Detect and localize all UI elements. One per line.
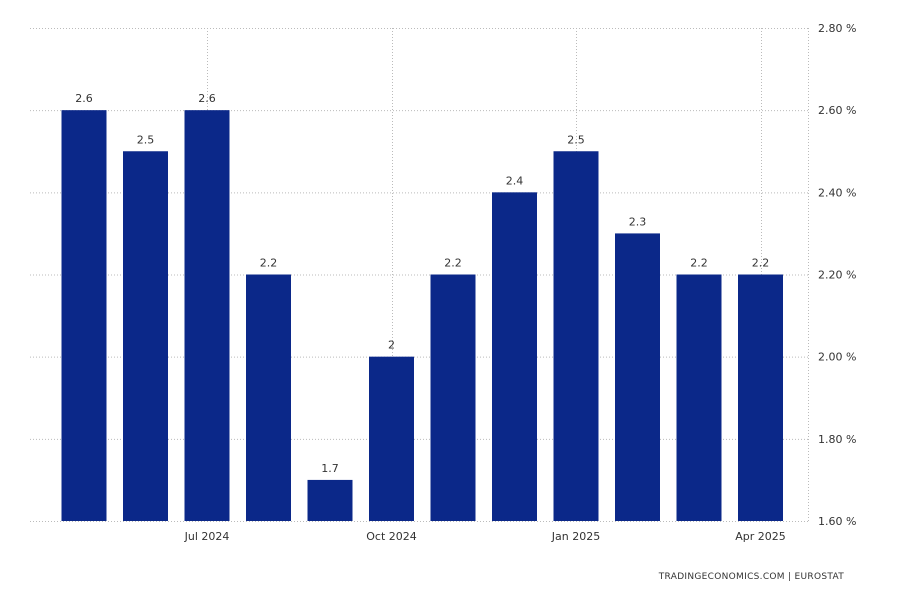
y-tick-label: 2.40 %	[818, 186, 856, 199]
bar-value-label: 2.5	[567, 133, 585, 146]
y-tick-label: 2.80 %	[818, 22, 856, 35]
bar[interactable]	[61, 110, 107, 522]
data-labels: 2.6 2.5 2.6 2.2 1.7 2 2.2 2.4 2.5 2.3 2.2 2.2	[75, 92, 769, 475]
bar[interactable]	[676, 274, 722, 522]
bar-value-label: 2.3	[629, 215, 647, 228]
bars	[61, 110, 783, 522]
y-tick-label: 2.60 %	[818, 104, 856, 117]
y-tick-label: 1.60 %	[818, 515, 856, 528]
y-tick-label: 1.80 %	[818, 433, 856, 446]
bar-value-label: 2.6	[198, 92, 216, 105]
y-tick-label: 2.20 %	[818, 269, 856, 282]
bar[interactable]	[553, 151, 599, 521]
bar-value-label: 2.2	[260, 257, 278, 270]
bar[interactable]	[307, 479, 353, 521]
bar[interactable]	[184, 110, 230, 522]
bar[interactable]	[738, 274, 783, 522]
bar[interactable]	[615, 233, 660, 521]
bar-value-label: 2.2	[752, 257, 770, 270]
bar-value-label: 2.5	[137, 133, 155, 146]
bar-value-label: 2.2	[690, 257, 708, 270]
bar[interactable]	[430, 274, 476, 522]
bar-value-label: 2.4	[506, 174, 524, 187]
x-tick-label: Apr 2025	[735, 530, 786, 543]
x-tick-label: Oct 2024	[366, 530, 417, 543]
bar-value-label: 1.7	[321, 462, 339, 475]
bar-value-label: 2.2	[444, 257, 462, 270]
y-axis-ticks: 1.60 % 1.80 % 2.00 % 2.20 % 2.40 % 2.60 % 2.80…	[818, 22, 856, 528]
x-tick-label: Jul 2024	[184, 530, 230, 543]
bar[interactable]	[123, 151, 168, 521]
bar[interactable]	[246, 274, 291, 522]
bar[interactable]	[492, 192, 537, 522]
y-tick-label: 2.00 %	[818, 351, 856, 364]
bar-value-label: 2.6	[75, 92, 93, 105]
source-credit: TRADINGECONOMICS.COM | EUROSTAT	[658, 572, 844, 582]
bar[interactable]	[369, 356, 414, 521]
x-axis-ticks: Jul 2024 Oct 2024 Jan 2025 Apr 2025	[184, 530, 786, 543]
bar-value-label: 2	[388, 339, 395, 352]
x-tick-label: Jan 2025	[551, 530, 600, 543]
